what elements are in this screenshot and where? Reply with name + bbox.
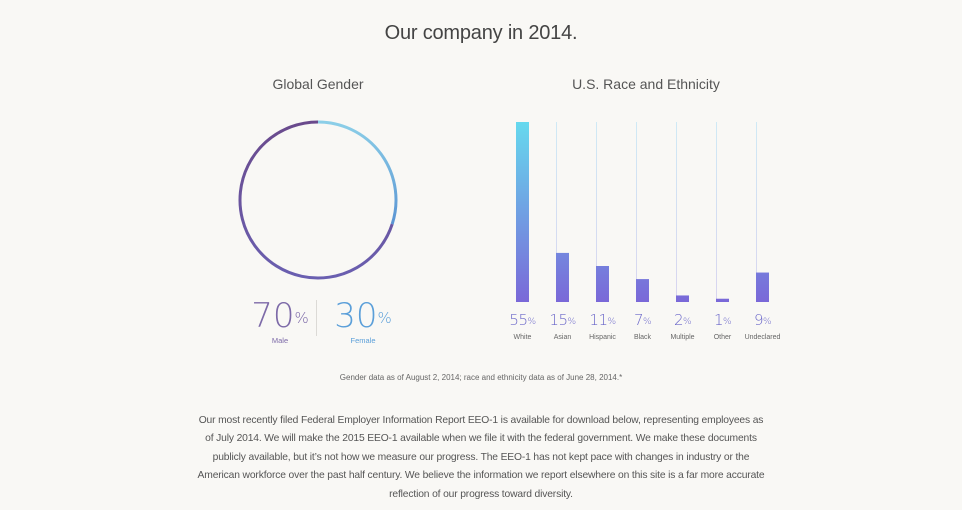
male-percent-symbol: % [294, 309, 309, 327]
female-stat: 30% Female [328, 296, 398, 345]
race-percent-value: 7 [633, 311, 644, 329]
race-percent: 1% [703, 310, 743, 330]
race-stat-hispanic: 11% Hispanic [583, 310, 623, 341]
race-stat-asian: 15% Asian [543, 310, 583, 341]
race-stat-multiple: 2% Multiple [663, 310, 703, 341]
female-percent-value: 30 [334, 296, 378, 336]
race-percent-value: 15 [549, 311, 568, 329]
race-percent-symbol: % [607, 317, 617, 327]
bar-track-multiple [676, 122, 677, 302]
bar-track-asian [556, 122, 557, 302]
race-percent-symbol: % [762, 317, 772, 327]
page-title: Our company in 2014. [384, 22, 578, 44]
race-label: Black [633, 334, 652, 341]
race-label: Undeclared [744, 334, 781, 341]
bar-undeclared [756, 272, 769, 302]
footnote: Gender data as of August 2, 2014; race a… [339, 373, 623, 382]
race-percent-symbol: % [682, 317, 692, 327]
bar-multiple [676, 295, 689, 302]
eeo1-description: Our most recently filed Federal Employer… [197, 415, 765, 500]
race-percent: 15% [543, 310, 583, 330]
race-percent: 7% [623, 310, 663, 330]
gender-donut-chart [238, 120, 398, 280]
race-label: Hispanic [589, 334, 616, 341]
bar-white [516, 122, 529, 302]
race-percent-symbol: % [527, 317, 537, 327]
female-percent: 30% [328, 296, 398, 336]
race-percent: 9% [743, 310, 783, 330]
bar-asian [556, 252, 569, 302]
race-percent-value: 2 [673, 311, 684, 329]
race-percent: 2% [663, 310, 703, 330]
bar-hispanic [596, 266, 609, 302]
bar-other [716, 298, 729, 302]
male-stat: 70% Male [245, 296, 315, 345]
male-percent: 70% [245, 296, 315, 336]
race-percent-symbol: % [642, 317, 652, 327]
race-bar-chart [516, 122, 769, 302]
race-percent-value: 1 [713, 311, 724, 329]
race-percent-symbol: % [567, 317, 577, 327]
race-percent-value: 55 [509, 311, 528, 329]
race-stats: 55% White 15% Asian 11% Hispanic 7% Black 2% Mult… [505, 310, 815, 350]
race-stat-other: 1% Other [703, 310, 743, 341]
race-percent: 11% [583, 310, 623, 330]
race-chart-title: U.S. Race and Ethnicity [572, 76, 720, 92]
race-percent-symbol: % [722, 317, 732, 327]
race-stat-black: 7% Black [623, 310, 663, 341]
bar-track-black [636, 122, 637, 302]
male-label: Male [271, 336, 289, 345]
race-label: Multiple [670, 334, 695, 341]
race-percent: 55% [503, 310, 543, 330]
bar-track-other [716, 122, 717, 302]
female-label: Female [350, 336, 376, 345]
bar-black [636, 279, 649, 302]
donut-slice-male [238, 120, 394, 280]
race-label: White [513, 334, 532, 341]
gender-chart-title: Global Gender [272, 76, 364, 92]
female-percent-symbol: % [377, 309, 392, 327]
donut-slice-female [317, 120, 398, 225]
race-stat-undeclared: 9% Undeclared [743, 310, 783, 341]
bar-track-undeclared [756, 122, 757, 302]
bar-track-hispanic [596, 122, 597, 302]
race-percent-value: 9 [753, 311, 764, 329]
male-percent-value: 70 [251, 296, 295, 336]
race-label: Other [713, 334, 732, 341]
race-percent-value: 11 [589, 311, 608, 329]
race-label: Asian [553, 334, 572, 341]
gender-divider [316, 300, 317, 336]
race-stat-white: 55% White [503, 310, 543, 341]
